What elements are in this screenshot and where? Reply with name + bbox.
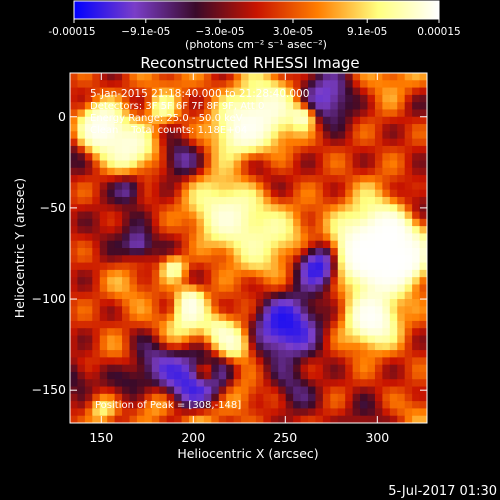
colorbar-tick-label: −3.0e-05 bbox=[195, 26, 244, 38]
x-tick-label: 300 bbox=[365, 430, 389, 445]
colorbar-tick-label: 9.1e-05 bbox=[347, 26, 387, 38]
heatmap-image bbox=[70, 73, 427, 423]
colorbar: -0.00015 −9.1e-05 −3.0e-05 3.0e-05 9.1e-05 0.… bbox=[48, 0, 461, 51]
colorbar-tick-label: −9.1e-05 bbox=[121, 26, 170, 38]
y-axis-ticks: 0 −50 −100 −150 bbox=[32, 109, 427, 397]
y-tick-label: −150 bbox=[32, 382, 66, 397]
chart-title: Reconstructed RHESSI Image bbox=[140, 54, 359, 72]
x-axis-ticks: 150 200 250 300 bbox=[89, 73, 389, 445]
colorbar-unit-label: (photons cm⁻² s⁻¹ asec⁻²) bbox=[185, 38, 327, 51]
x-tick-label: 250 bbox=[273, 430, 297, 445]
y-tick-label: −50 bbox=[40, 200, 66, 215]
plot-area: 150 200 250 300 0 −50 −100 −150 bbox=[32, 72, 428, 445]
colorbar-tick-label: 3.0e-05 bbox=[273, 26, 313, 38]
footer-timestamp: 5-Jul-2017 01:30 bbox=[388, 484, 497, 499]
annotation-detectors: Detectors: 3F 5F 6F 7F 8F 9F, Att 0 bbox=[90, 101, 264, 112]
annotation-peak-position: Position of Peak = [308,-148] bbox=[95, 400, 241, 411]
annotation-time-range: 5-Jan-2015 21:18:40.000 to 21:28:40.000 bbox=[90, 88, 309, 100]
x-tick-label: 200 bbox=[181, 430, 205, 445]
y-tick-label: 0 bbox=[58, 109, 66, 124]
annotations: 5-Jan-2015 21:18:40.000 to 21:28:40.000 … bbox=[90, 88, 309, 411]
y-axis-label: Heliocentric Y (arcsec) bbox=[12, 178, 27, 318]
x-axis-label: Heliocentric X (arcsec) bbox=[177, 446, 318, 461]
plot-frame bbox=[69, 72, 428, 424]
colorbar-tick-label: -0.00015 bbox=[48, 26, 95, 38]
colorbar-ticks: -0.00015 −9.1e-05 −3.0e-05 3.0e-05 9.1e-05 0.… bbox=[48, 19, 461, 38]
annotation-energy-range: Energy Range: 25.0 - 50.0 keV bbox=[90, 113, 243, 124]
colorbar-tick-label: 0.00015 bbox=[417, 26, 460, 38]
annotation-algorithm: Clean Total counts: 1.18E+04 bbox=[90, 125, 247, 136]
x-tick-label: 150 bbox=[89, 430, 113, 445]
y-tick-label: −100 bbox=[32, 291, 66, 306]
colorbar-gradient bbox=[73, 0, 440, 20]
